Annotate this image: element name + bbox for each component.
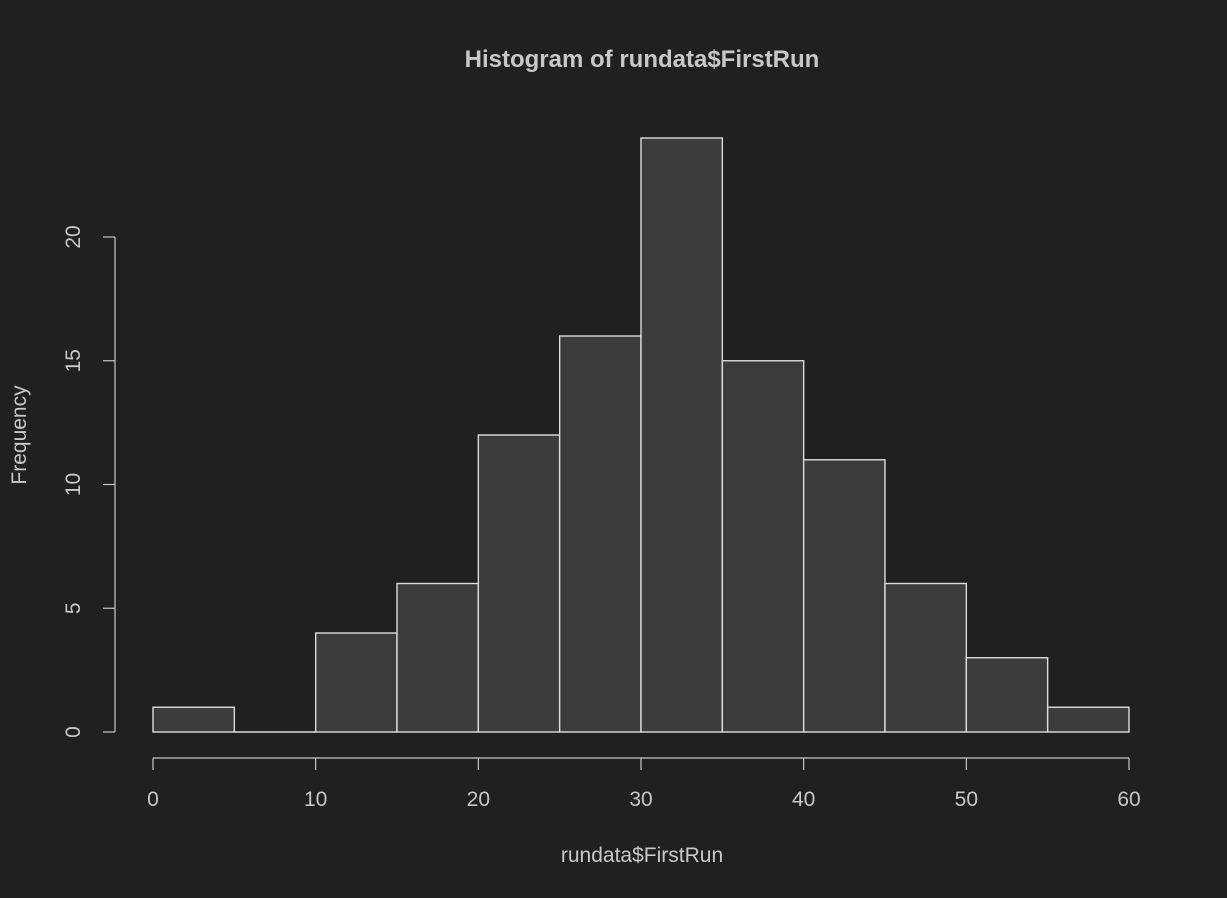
histogram-bar-5 xyxy=(558,335,642,733)
x-tick-label-60: 60 xyxy=(1117,788,1140,811)
y-axis: 0 5 10 15 20 xyxy=(62,225,116,738)
histogram-bar-10 xyxy=(965,657,1049,733)
histogram-bar-6 xyxy=(640,137,724,733)
x-tick-label-50: 50 xyxy=(955,788,978,811)
histogram-bar-7 xyxy=(721,360,805,733)
y-tick-label-5: 5 xyxy=(62,602,85,614)
y-axis-label: Frequency xyxy=(8,385,31,485)
x-axis: 0 10 20 30 40 50 60 xyxy=(147,757,1141,811)
bars-group xyxy=(152,137,1130,733)
y-tick-label-15: 15 xyxy=(62,349,85,372)
y-tick-label-10: 10 xyxy=(62,473,85,496)
histogram-bar-0 xyxy=(152,706,236,733)
histogram-bar-9 xyxy=(884,582,968,733)
x-tick-label-30: 30 xyxy=(629,788,652,811)
x-axis-label: rundata$FirstRun xyxy=(561,844,723,867)
y-tick-label-20: 20 xyxy=(62,225,85,248)
x-tick-label-20: 20 xyxy=(467,788,490,811)
histogram-bar-2 xyxy=(314,632,398,733)
x-tick-label-10: 10 xyxy=(304,788,327,811)
histogram-bar-11 xyxy=(1046,706,1130,733)
x-tick-label-40: 40 xyxy=(792,788,815,811)
histogram-bar-3 xyxy=(396,582,480,733)
y-tick-label-0: 0 xyxy=(62,726,85,738)
chart-title: Histogram of rundata$FirstRun xyxy=(465,46,820,73)
x-tick-label-0: 0 xyxy=(147,788,159,811)
histogram-bar-4 xyxy=(477,434,561,733)
histogram-bar-8 xyxy=(802,459,886,733)
